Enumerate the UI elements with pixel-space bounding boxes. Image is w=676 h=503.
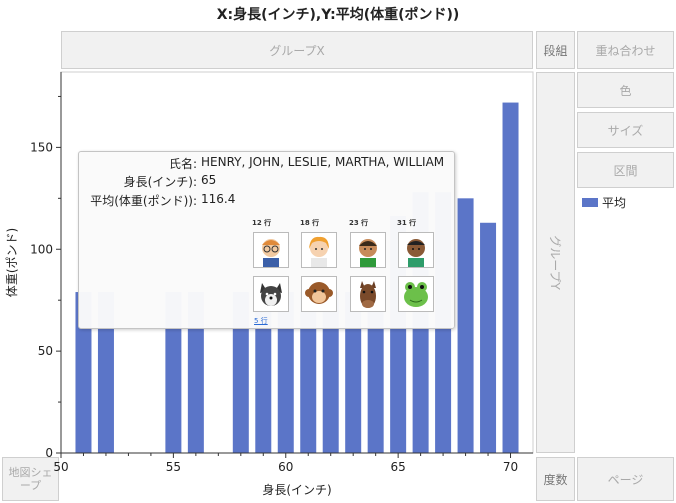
group-x-zone[interactable]: グループX (61, 31, 533, 69)
boy-dark-icon[interactable] (398, 232, 434, 268)
thumb-label: 12 行 (252, 219, 272, 227)
wrap-zone[interactable]: 段組 (536, 31, 575, 69)
horse-icon[interactable] (350, 276, 386, 312)
bar[interactable] (232, 292, 249, 453)
bar[interactable] (480, 222, 497, 453)
bar[interactable] (97, 292, 114, 453)
bar[interactable] (345, 292, 362, 453)
hover-label: 氏名: HENRY, JOHN, LESLIE, MARTHA, WILLIAM… (78, 151, 455, 329)
tooltip-key: 平均(体重(ポンド)): (90, 194, 197, 208)
x-tick-label: 70 (503, 460, 518, 474)
tooltip-value: HENRY, JOHN, LESLIE, MARTHA, WILLIAM (201, 155, 445, 169)
chart-title: X:身長(インチ),Y:平均(体重(ポンド)) (216, 7, 460, 23)
size-zone[interactable]: サイズ (577, 112, 674, 148)
y-tick-label: 100 (30, 242, 53, 256)
tooltip-key: 氏名: (168, 157, 197, 171)
bars-group (75, 102, 519, 454)
boy-icon[interactable] (350, 232, 386, 268)
x-tick-label: 55 (166, 460, 181, 474)
more-rows-link[interactable]: 5 行 (254, 317, 268, 325)
y-axis-title: 体重(ポンド) (5, 228, 19, 297)
bar[interactable] (75, 292, 92, 453)
tooltip-value: 65 (201, 173, 217, 187)
x-tick-label: 50 (53, 460, 68, 474)
thumb-label: 23 行 (349, 219, 369, 227)
dog-icon[interactable] (253, 276, 289, 312)
page-zone[interactable]: ページ (577, 457, 674, 501)
thumb-label: 31 行 (397, 219, 417, 227)
bar[interactable] (165, 292, 182, 453)
monkey-icon[interactable] (301, 276, 337, 312)
map-shape-zone[interactable]: 地図シェープ (2, 457, 59, 501)
overlay-zone[interactable]: 重ね合わせ (577, 31, 674, 69)
y-tick-label: 0 (45, 446, 53, 460)
freq-zone[interactable]: 度数 (536, 457, 575, 501)
y-tick-label: 50 (38, 344, 53, 358)
legend: 平均 (582, 194, 626, 211)
girl-icon[interactable] (301, 232, 337, 268)
group-y-zone[interactable]: グループY (536, 72, 575, 453)
bar[interactable] (502, 102, 519, 454)
boy-glasses-icon[interactable] (253, 232, 289, 268)
bar[interactable] (300, 292, 317, 453)
bar[interactable] (367, 292, 384, 453)
y-tick-label: 150 (30, 140, 53, 154)
bar[interactable] (255, 292, 272, 453)
tooltip-key: 身長(インチ): (123, 175, 197, 189)
thumb-label: 18 行 (300, 219, 320, 227)
x-tick-label: 60 (278, 460, 293, 474)
legend-label: 平均 (602, 196, 627, 210)
frog-icon[interactable] (398, 276, 434, 312)
legend-swatch (582, 198, 598, 207)
interval-zone[interactable]: 区間 (577, 152, 674, 188)
x-axis-title: 身長(インチ) (262, 482, 331, 497)
color-zone[interactable]: 色 (577, 72, 674, 108)
bar[interactable] (457, 198, 474, 453)
bar[interactable] (187, 292, 204, 453)
bar[interactable] (277, 292, 294, 453)
x-tick-label: 65 (391, 460, 406, 474)
tooltip-value: 116.4 (201, 192, 236, 206)
bar[interactable] (322, 292, 339, 453)
